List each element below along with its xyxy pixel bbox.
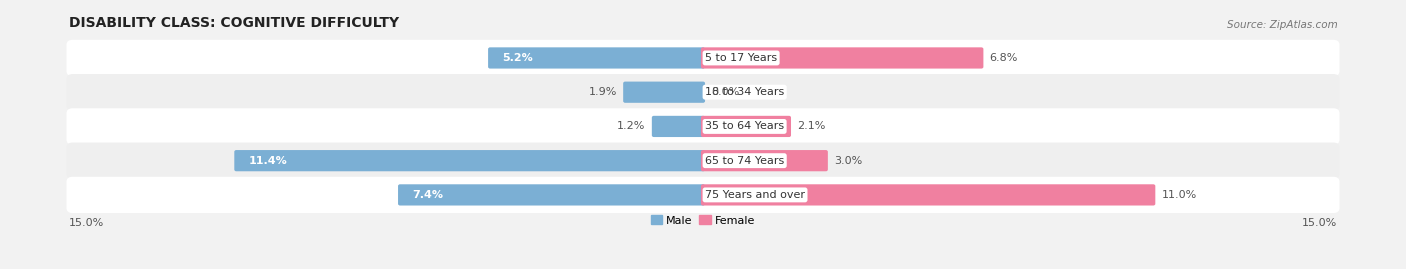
FancyBboxPatch shape [702, 47, 983, 69]
Text: 15.0%: 15.0% [69, 218, 104, 228]
Text: 11.0%: 11.0% [1161, 190, 1197, 200]
Text: 3.0%: 3.0% [834, 156, 862, 166]
Text: 65 to 74 Years: 65 to 74 Years [704, 156, 785, 166]
FancyBboxPatch shape [66, 143, 1340, 179]
Text: 15.0%: 15.0% [1302, 218, 1337, 228]
Text: 18 to 34 Years: 18 to 34 Years [704, 87, 785, 97]
FancyBboxPatch shape [69, 143, 1337, 178]
Text: 75 Years and over: 75 Years and over [704, 190, 806, 200]
Text: 5 to 17 Years: 5 to 17 Years [704, 53, 778, 63]
Text: 6.8%: 6.8% [990, 53, 1018, 63]
Text: DISABILITY CLASS: COGNITIVE DIFFICULTY: DISABILITY CLASS: COGNITIVE DIFFICULTY [69, 16, 399, 30]
FancyBboxPatch shape [69, 178, 1337, 212]
FancyBboxPatch shape [66, 40, 1340, 76]
Legend: Male, Female: Male, Female [647, 211, 759, 230]
FancyBboxPatch shape [66, 108, 1340, 144]
Text: 2.1%: 2.1% [797, 121, 825, 132]
Text: 11.4%: 11.4% [249, 156, 287, 166]
FancyBboxPatch shape [69, 109, 1337, 144]
Text: 1.2%: 1.2% [617, 121, 645, 132]
Text: Source: ZipAtlas.com: Source: ZipAtlas.com [1226, 20, 1337, 30]
FancyBboxPatch shape [69, 41, 1337, 75]
FancyBboxPatch shape [398, 184, 704, 206]
FancyBboxPatch shape [66, 177, 1340, 213]
Text: 7.4%: 7.4% [412, 190, 443, 200]
FancyBboxPatch shape [235, 150, 704, 171]
FancyBboxPatch shape [702, 184, 1156, 206]
FancyBboxPatch shape [66, 74, 1340, 110]
Text: 35 to 64 Years: 35 to 64 Years [704, 121, 785, 132]
FancyBboxPatch shape [623, 82, 704, 103]
FancyBboxPatch shape [702, 150, 828, 171]
FancyBboxPatch shape [488, 47, 704, 69]
Text: 5.2%: 5.2% [502, 53, 533, 63]
FancyBboxPatch shape [69, 75, 1337, 110]
FancyBboxPatch shape [652, 116, 704, 137]
Text: 1.9%: 1.9% [589, 87, 617, 97]
FancyBboxPatch shape [702, 116, 792, 137]
Text: 0.0%: 0.0% [711, 87, 740, 97]
